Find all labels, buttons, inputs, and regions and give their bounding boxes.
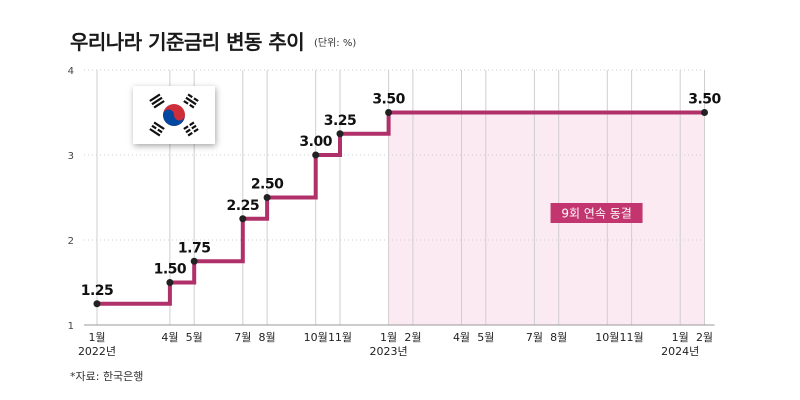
y-tick-label: 4: [68, 66, 74, 77]
x-tick-label: 7월: [234, 331, 251, 344]
x-tick-label: 8월: [550, 331, 567, 344]
rate-point-label: 2.50: [251, 177, 284, 193]
x-tick-label: 1월: [88, 331, 105, 344]
x-tick-label: 2월: [404, 331, 421, 344]
chart-title: 우리나라 기준금리 변동 추이: [70, 30, 305, 54]
rate-point-label: 2.25: [227, 198, 260, 214]
x-tick-label: 10월: [595, 331, 619, 344]
x-tick-label: 1월: [672, 331, 689, 344]
y-tick-label: 3: [68, 151, 74, 162]
rate-point: [336, 130, 344, 138]
x-tick-label: 8월: [259, 331, 276, 344]
rate-point-label: 3.50: [372, 92, 405, 108]
freeze-annotation-box: [550, 203, 643, 223]
x-tick-label: 7월: [526, 331, 543, 344]
rate-point: [263, 194, 271, 201]
x-tick-label: 10월: [304, 331, 328, 344]
rate-point: [701, 109, 708, 116]
source-note: *자료: 한국은행: [70, 370, 144, 383]
unit-label: (단위: %): [314, 38, 357, 49]
rate-point-label: 1.75: [178, 240, 211, 256]
x-tick-label: 4월: [161, 331, 178, 344]
rate-point: [93, 300, 101, 308]
x-tick-label: 11월: [620, 331, 644, 344]
rate-point: [239, 215, 247, 223]
rate-point-label: 3.00: [299, 134, 332, 150]
rate-point: [312, 151, 320, 159]
rate-point: [166, 279, 174, 286]
rate-point-label: 3.50: [688, 92, 721, 108]
freeze-annotation-label: 9회 연속 동결: [561, 207, 631, 221]
x-year-label: 2023년: [370, 345, 408, 358]
x-tick-label: 4월: [453, 331, 470, 344]
freeze-period-region: [388, 112, 705, 325]
x-tick-label: 1월: [380, 331, 397, 344]
rate-point-label: 3.25: [324, 113, 357, 129]
x-tick-label: 2월: [696, 331, 713, 344]
rate-point-label: 1.25: [81, 283, 114, 299]
rate-point: [385, 109, 393, 116]
y-tick-label: 1: [68, 321, 74, 332]
x-tick-label: 5월: [186, 331, 203, 344]
y-tick-label: 2: [68, 236, 74, 247]
rate-series-line: [97, 110, 705, 306]
x-tick-label: 5월: [477, 331, 494, 344]
x-year-label: 2022년: [78, 345, 116, 358]
rate-point-label: 1.50: [154, 262, 187, 278]
rate-point: [190, 257, 198, 265]
x-year-label: 2024년: [661, 345, 699, 358]
south-korea-flag-icon: [133, 86, 215, 144]
x-tick-label: 11월: [328, 331, 352, 344]
